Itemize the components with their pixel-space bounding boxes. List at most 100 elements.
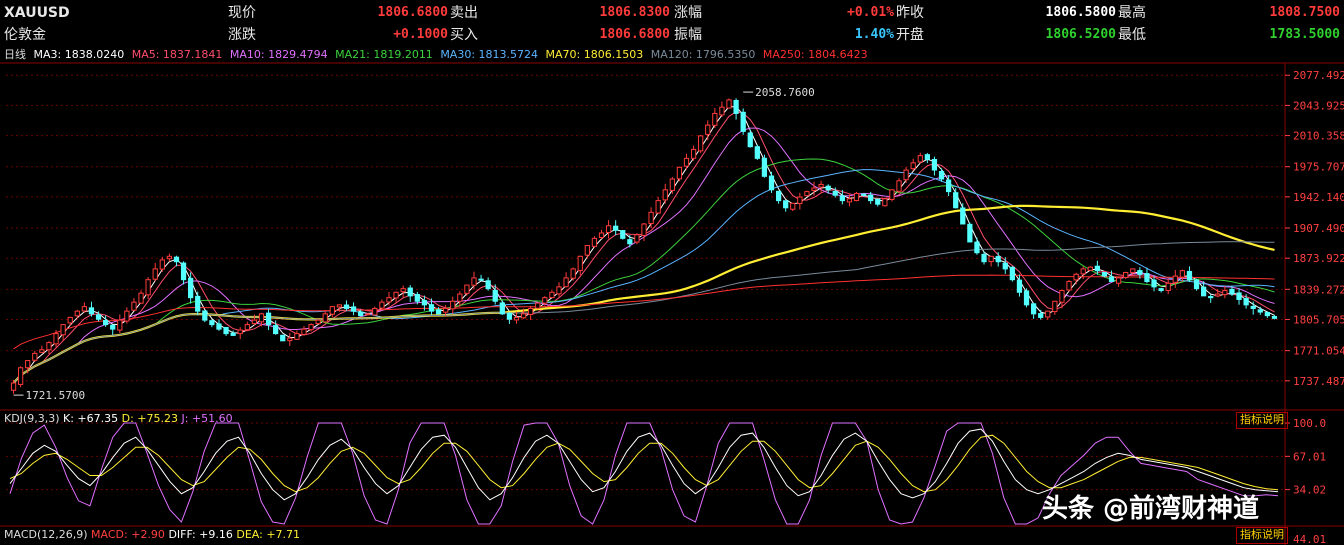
ma21-value: MA21: 1819.2011 — [335, 48, 433, 61]
candle-body — [598, 232, 605, 239]
candle-body — [478, 278, 484, 281]
candle-body — [924, 154, 930, 160]
candle-body — [1045, 310, 1051, 318]
candle-body — [790, 202, 796, 210]
candle-body — [1030, 303, 1037, 315]
candle-body — [46, 342, 52, 351]
candle-body — [103, 319, 109, 326]
candle-body — [1023, 290, 1030, 306]
price-tick: 1942.140 — [1293, 191, 1344, 204]
candle-body — [761, 157, 768, 177]
candle-body — [244, 324, 250, 331]
macd-legend: MACD(12,26,9) MACD: +2.90 DIFF: +9.16 DE… — [4, 527, 300, 542]
candle-body — [634, 234, 640, 243]
candle-body — [641, 223, 647, 236]
candle-body — [1165, 282, 1171, 291]
candle-body — [265, 312, 272, 326]
ma30-line — [13, 169, 1275, 384]
candle-body — [931, 159, 938, 171]
candle-body — [145, 279, 151, 296]
candle-body — [386, 297, 392, 303]
candle-body — [549, 291, 555, 299]
price-annotations: 2058.7600 1721.5700 — [26, 86, 815, 402]
candle-body — [818, 183, 824, 188]
price-tick: 2077.492 — [1293, 69, 1344, 82]
candle-body — [216, 323, 222, 330]
candle-body — [1066, 280, 1072, 291]
low-annotation: 1721.5700 — [26, 389, 86, 402]
candle-body — [152, 268, 158, 280]
watermark: 头条 @前湾财神道 — [1042, 494, 1260, 524]
candle-body — [1151, 279, 1157, 288]
candle-body — [1222, 289, 1228, 296]
candle-body — [1115, 277, 1122, 284]
candle-body — [273, 325, 279, 335]
candle-body — [343, 304, 350, 309]
candle-body — [740, 111, 746, 132]
candle-body — [10, 382, 17, 391]
candle-body — [1271, 316, 1278, 319]
candle-body — [1073, 273, 1079, 281]
candle-body — [124, 310, 130, 322]
macd-explain-button[interactable]: 指标说明 — [1236, 527, 1288, 544]
candle-body — [173, 256, 180, 263]
candle-body — [1002, 262, 1008, 270]
candle-body — [32, 352, 38, 361]
candle-body — [825, 185, 831, 191]
candle-body — [520, 313, 527, 319]
candle-body — [95, 314, 102, 320]
candle-body — [655, 200, 661, 214]
quote-label: 最低 — [1118, 27, 1146, 43]
price-tick: 2010.358 — [1293, 130, 1344, 143]
price-tick: 1771.054 — [1293, 345, 1344, 358]
candle-body — [365, 313, 371, 316]
candle-body — [783, 200, 789, 209]
candle-body — [159, 259, 165, 270]
price-tick: 2043.925 — [1293, 99, 1344, 112]
candle-body — [698, 135, 704, 152]
candle-body — [18, 367, 24, 385]
candle-body — [1229, 288, 1235, 295]
kdj-tick: 100.0 — [1293, 417, 1326, 430]
candle-body — [1243, 298, 1249, 306]
candle-body — [1158, 288, 1164, 291]
candle-body — [117, 319, 123, 331]
candle-body — [910, 162, 916, 170]
candle-body — [372, 307, 378, 316]
candle-body — [669, 178, 675, 191]
candle-body — [329, 306, 335, 315]
candle-body — [1193, 279, 1200, 290]
candle-body — [1257, 309, 1263, 313]
candle-body — [584, 245, 590, 256]
price-tick: 1907.490 — [1293, 222, 1344, 235]
candle-body — [1087, 266, 1093, 271]
kdj-explain-button[interactable]: 指标说明 — [1236, 412, 1288, 429]
price-tick: 1839.272 — [1293, 283, 1344, 296]
candle-body — [280, 334, 286, 342]
candle-body — [230, 332, 236, 336]
kdj-tick: 67.01 — [1293, 450, 1326, 463]
candle-body — [797, 196, 803, 205]
kdj-lines — [9, 422, 1279, 525]
ma21-line — [13, 158, 1275, 384]
quote-header: XAUUSD 伦敦金 现价 1806.6800 卖出 1806.8300 涨幅 … — [0, 0, 1344, 46]
candle-body — [528, 307, 534, 315]
quote-value: 1806.6800 — [377, 5, 448, 20]
candle-body — [1137, 270, 1143, 275]
quote-label: 卖出 — [450, 5, 478, 21]
kdj-d-line — [9, 434, 1279, 493]
ma-legend: 日线 MA3: 1838.0240 MA5: 1837.1841 MA10: 1… — [0, 46, 872, 63]
quote-label: 买入 — [450, 27, 478, 43]
candle-body — [407, 287, 413, 297]
candle-body — [882, 198, 888, 207]
ma3-value: MA3: 1838.0240 — [33, 48, 125, 61]
candle-body — [648, 211, 654, 225]
candle-body — [683, 157, 690, 167]
ma5-value: MA5: 1837.1841 — [131, 48, 223, 61]
candle-body — [464, 284, 470, 294]
candle-body — [917, 155, 923, 163]
quote-value: 1.40% — [854, 27, 894, 42]
candle-body — [180, 262, 187, 281]
candle-body — [110, 324, 116, 330]
